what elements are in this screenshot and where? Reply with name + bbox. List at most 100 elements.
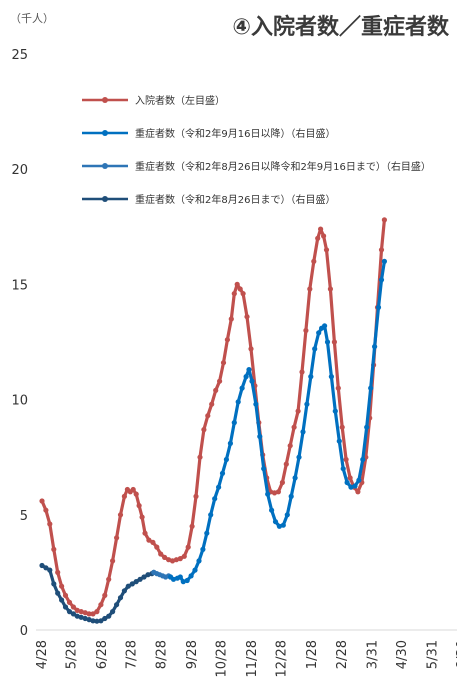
data-point	[332, 408, 338, 414]
data-point	[235, 399, 241, 405]
data-point	[378, 247, 385, 253]
x-tick-label: 1/28	[305, 640, 320, 669]
data-point	[269, 507, 275, 513]
data-point	[283, 461, 289, 467]
data-point	[82, 615, 88, 622]
data-point	[328, 374, 334, 380]
x-tick-label: 8/28	[155, 640, 170, 669]
y-tick-label: 10	[11, 394, 28, 409]
data-point	[205, 413, 211, 419]
data-point	[335, 385, 341, 391]
data-point	[94, 618, 100, 624]
data-point	[348, 484, 354, 490]
y-axis: 0 5 10 15 20 25	[11, 48, 28, 639]
y-tick-label: 20	[11, 163, 28, 178]
legend-label: 重症者数（令和2年9月16日以降）（右目盛）	[135, 127, 335, 140]
data-point	[381, 258, 387, 264]
data-point	[216, 484, 222, 490]
y-tick-label: 25	[11, 48, 28, 63]
data-point	[212, 496, 218, 502]
data-point	[90, 618, 96, 624]
data-point	[339, 424, 345, 430]
data-point	[39, 562, 45, 569]
data-point	[74, 607, 80, 614]
y-tick-label: 5	[20, 509, 28, 524]
data-point	[316, 330, 322, 336]
data-point	[213, 387, 219, 393]
x-tick-label: 5/31	[425, 640, 440, 669]
legend-marker	[102, 97, 108, 103]
data-point	[82, 610, 88, 616]
data-point	[307, 286, 313, 292]
data-point	[106, 613, 112, 619]
data-point	[308, 374, 314, 380]
data-point	[114, 535, 120, 541]
data-point	[166, 557, 172, 563]
data-point	[237, 286, 243, 292]
data-point	[243, 374, 249, 380]
x-tick-label: 12/28	[274, 640, 289, 677]
x-tick-label: 5/28	[64, 640, 79, 669]
data-point	[110, 609, 116, 615]
data-point	[74, 613, 80, 619]
data-point	[352, 483, 358, 489]
data-point	[246, 367, 252, 373]
data-point	[59, 583, 65, 589]
data-point	[280, 522, 286, 528]
data-point	[55, 569, 61, 576]
data-point	[200, 546, 206, 553]
data-point	[162, 554, 168, 561]
data-point	[78, 609, 84, 615]
data-point	[265, 491, 271, 497]
data-point	[209, 401, 215, 407]
data-point	[375, 304, 382, 310]
data-point	[304, 401, 310, 407]
x-tick-label: 4/30	[395, 640, 410, 669]
data-point	[244, 314, 250, 320]
data-point	[136, 503, 142, 509]
data-point	[185, 544, 191, 550]
data-point	[292, 475, 298, 481]
data-point	[323, 247, 330, 253]
data-point	[158, 551, 164, 557]
data-point	[378, 277, 385, 283]
data-point	[98, 602, 104, 608]
data-point	[137, 576, 143, 582]
data-point	[47, 521, 53, 527]
x-tick-label: 7/28	[124, 640, 139, 669]
data-point	[318, 226, 324, 232]
data-point	[311, 258, 317, 264]
data-point	[139, 514, 145, 520]
data-point	[347, 475, 353, 481]
data-point	[240, 291, 246, 297]
data-point	[275, 489, 281, 495]
data-point	[219, 470, 226, 476]
data-point	[129, 581, 135, 587]
x-tick-label: 2/28	[335, 640, 350, 669]
data-point	[66, 599, 73, 606]
left-axis-unit: （千人）	[10, 12, 54, 25]
data-point	[291, 424, 297, 430]
x-tick-label: 6/28	[95, 640, 110, 669]
data-point	[327, 286, 333, 292]
data-point	[189, 523, 195, 529]
legend: 入院者数（左目盛） 重症者数（令和2年9月16日以降）（右目盛） 重症者数（令和2年…	[82, 94, 431, 206]
data-point	[102, 615, 108, 622]
data-point	[223, 456, 229, 463]
data-point	[133, 579, 139, 585]
data-point	[284, 512, 290, 518]
legend-label: 重症者数（令和2年8月26日まで）（右目盛）	[135, 193, 335, 206]
data-point	[110, 558, 116, 564]
legend-marker	[102, 163, 108, 169]
data-point	[86, 611, 92, 617]
data-point	[253, 401, 259, 407]
data-point	[169, 558, 176, 564]
data-point	[141, 574, 147, 580]
data-point	[47, 567, 53, 573]
data-point	[173, 557, 179, 563]
data-point	[90, 611, 96, 617]
data-point	[343, 456, 349, 463]
data-point	[43, 507, 49, 513]
data-point	[228, 316, 234, 322]
data-point	[197, 454, 203, 460]
